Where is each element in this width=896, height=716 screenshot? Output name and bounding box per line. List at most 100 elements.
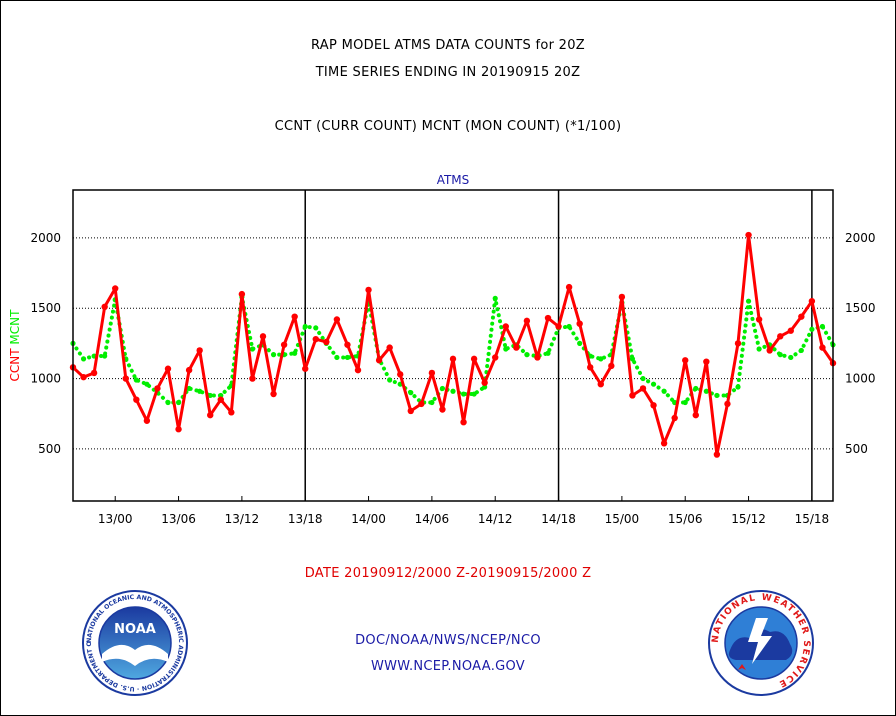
chart-subtitle: CCNT (CURR COUNT) MCNT (MON COUNT) (*1/1… — [274, 119, 622, 134]
point-ccnt-38 — [470, 355, 478, 363]
point-mcnt-37 — [460, 391, 467, 397]
noaa-center-text: NOAA — [114, 622, 156, 637]
point-mcnt-35 — [439, 385, 446, 392]
point-ccnt-50 — [597, 380, 604, 388]
point-mcnt-54 — [640, 375, 646, 382]
point-ccnt-51 — [608, 362, 615, 370]
point-ccnt-52 — [618, 293, 626, 301]
point-mcnt-25 — [334, 354, 340, 361]
point-ccnt-69 — [798, 313, 805, 320]
point-mcnt-53 — [629, 356, 636, 362]
point-ccnt-23 — [312, 335, 319, 343]
point-mcnt-67 — [777, 352, 783, 358]
point-ccnt-58 — [682, 357, 689, 364]
point-ccnt-34 — [428, 369, 436, 377]
point-ccnt-71 — [819, 344, 826, 351]
point-mcnt-22 — [302, 323, 308, 330]
point-mcnt-3 — [102, 353, 108, 359]
point-ccnt-55 — [650, 402, 657, 409]
point-mcnt-23 — [313, 325, 319, 331]
grid-lines — [73, 237, 833, 450]
point-ccnt-45 — [544, 314, 552, 322]
point-ccnt-13 — [207, 411, 214, 419]
point-mcnt-9 — [165, 399, 171, 406]
y-tick-label-left-2000: 2000 — [30, 231, 61, 245]
point-ccnt-41 — [502, 323, 509, 330]
point-ccnt-15 — [228, 409, 235, 416]
point-mcnt-59 — [693, 385, 699, 392]
point-ccnt-14 — [217, 396, 224, 403]
point-ccnt-66 — [766, 347, 773, 354]
x-tick-label-15-06: 15/06 — [668, 512, 703, 526]
point-mcnt-13 — [207, 392, 213, 399]
point-mcnt-1 — [80, 356, 87, 362]
point-ccnt-39 — [481, 379, 488, 386]
point-ccnt-36 — [449, 355, 457, 363]
x-tick-label-15-18: 15/18 — [795, 512, 830, 526]
x-tick-label-14-12: 14/12 — [478, 512, 513, 526]
point-ccnt-67 — [777, 333, 784, 340]
point-ccnt-4 — [112, 285, 119, 292]
point-ccnt-31 — [397, 371, 404, 378]
x-tick-label-14-00: 14/00 — [351, 512, 386, 526]
point-ccnt-44 — [534, 354, 541, 361]
x-tick-label-13-00: 13/00 — [98, 512, 133, 526]
series-line-ccnt — [71, 233, 835, 457]
point-ccnt-65 — [755, 316, 763, 323]
point-mcnt-26 — [344, 354, 351, 361]
point-ccnt-64 — [745, 231, 752, 239]
point-ccnt-17 — [249, 375, 256, 382]
time-series-chart: 500 500 1000 1000 1500 1500 2000 2000 13/00 13/06… — [8, 173, 876, 526]
point-ccnt-1 — [80, 373, 87, 381]
point-mcnt-60 — [703, 388, 709, 394]
point-mcnt-21 — [292, 350, 298, 356]
point-mcnt-36 — [450, 388, 456, 394]
x-tick-label-14-06: 14/06 — [415, 512, 450, 526]
point-ccnt-37 — [460, 418, 467, 426]
point-ccnt-24 — [323, 338, 330, 346]
point-mcnt-58 — [682, 399, 688, 406]
point-ccnt-46 — [555, 323, 562, 330]
point-mcnt-30 — [387, 377, 393, 383]
y-axis-label-ccnt: CCNT — [8, 348, 22, 382]
x-tick-label-13-12: 13/12 — [225, 512, 260, 526]
point-mcnt-61 — [714, 392, 720, 399]
website-link[interactable]: WWW.NCEP.NOAA.GOV — [370, 659, 526, 674]
point-mcnt-56 — [661, 388, 667, 394]
organization-label: DOC/NOAA/NWS/NCEP/NCO — [355, 633, 541, 648]
noaa-logo: NATIONAL OCEANIC AND ATMOSPHERIC ADMINIS… — [80, 588, 188, 696]
point-mcnt-12 — [197, 388, 203, 394]
point-mcnt-40 — [492, 295, 498, 301]
point-ccnt-7 — [143, 417, 151, 424]
point-ccnt-57 — [671, 414, 678, 422]
point-ccnt-40 — [492, 354, 499, 361]
point-ccnt-61 — [713, 451, 721, 458]
point-ccnt-35 — [439, 406, 446, 413]
point-ccnt-25 — [333, 316, 341, 323]
point-ccnt-43 — [523, 317, 531, 325]
point-mcnt-43 — [524, 352, 530, 358]
point-ccnt-8 — [154, 385, 161, 392]
day-separators — [304, 190, 813, 501]
point-ccnt-22 — [302, 365, 309, 372]
point-ccnt-33 — [418, 400, 425, 408]
point-ccnt-12 — [196, 347, 203, 354]
point-ccnt-19 — [270, 390, 277, 398]
point-ccnt-59 — [692, 411, 699, 419]
point-mcnt-64 — [745, 298, 752, 304]
point-ccnt-6 — [133, 396, 140, 403]
point-mcnt-19 — [270, 352, 277, 358]
point-ccnt-29 — [375, 357, 383, 364]
point-ccnt-5 — [122, 375, 129, 382]
point-ccnt-70 — [808, 297, 816, 305]
chart-title-line2: TIME SERIES ENDING IN 20190915 20Z — [315, 65, 581, 80]
plot-border — [72, 189, 834, 502]
point-ccnt-49 — [587, 364, 594, 371]
y-axis-label: CCNT MCNT — [8, 309, 22, 382]
series-lines — [69, 231, 837, 458]
point-ccnt-20 — [280, 341, 288, 348]
point-mcnt-10 — [175, 399, 182, 406]
point-mcnt-47 — [566, 323, 572, 330]
point-mcnt-68 — [788, 354, 794, 361]
point-mcnt-50 — [598, 356, 604, 362]
